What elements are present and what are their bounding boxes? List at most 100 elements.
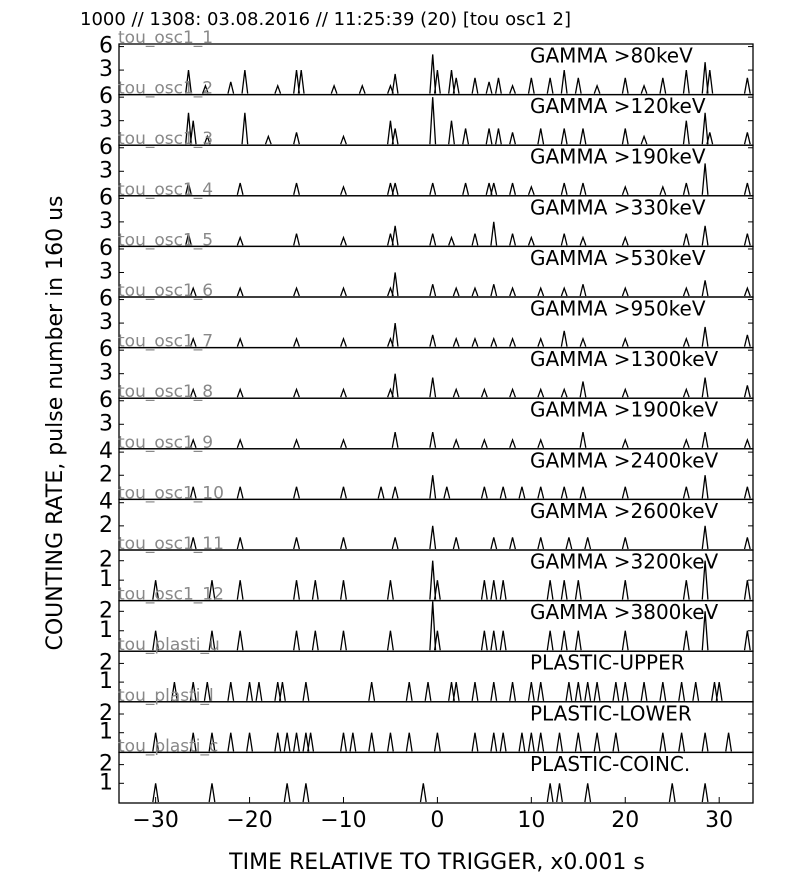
spike	[424, 682, 432, 701]
spike	[405, 732, 413, 752]
spike	[701, 783, 709, 803]
spike	[208, 732, 216, 752]
spike	[574, 580, 582, 600]
spike	[185, 70, 192, 94]
spike	[556, 783, 563, 803]
spike	[429, 432, 437, 448]
spike	[246, 682, 254, 701]
spike	[593, 732, 601, 752]
spike	[659, 732, 667, 752]
spike	[386, 182, 394, 195]
spike	[527, 682, 535, 701]
spike	[621, 580, 629, 600]
spike	[621, 128, 629, 145]
x-tick-label: −10	[320, 808, 366, 833]
y-tick-label: 6	[99, 337, 113, 362]
channel-label: tou_osc1_10	[118, 483, 224, 503]
spike	[743, 385, 751, 398]
spike	[480, 387, 488, 398]
spike	[208, 783, 216, 803]
spike	[485, 182, 493, 195]
spike	[236, 182, 244, 195]
spike	[274, 83, 282, 94]
spike	[391, 182, 399, 195]
spike	[527, 185, 535, 196]
spike	[682, 233, 690, 246]
spike	[560, 182, 568, 195]
y-tick-label: 3	[99, 57, 113, 82]
spike	[189, 120, 197, 145]
spike	[701, 112, 709, 145]
spike	[682, 336, 690, 347]
spike	[462, 128, 470, 145]
spike	[556, 732, 563, 752]
spike	[185, 112, 192, 145]
y-tick-label: 4	[99, 490, 113, 515]
spike	[429, 97, 437, 145]
spike	[278, 682, 286, 701]
y-tick-label: 2	[99, 548, 113, 573]
panel-annotation: GAMMA >330keV	[530, 195, 706, 219]
y-tick-label: 3	[99, 310, 113, 335]
spike	[241, 112, 249, 145]
spike	[701, 611, 709, 651]
spike	[189, 682, 197, 701]
spike	[743, 132, 751, 145]
spike	[391, 486, 399, 499]
spike	[560, 128, 568, 145]
panel-annotation: PLASTIC-COINC.	[530, 752, 690, 776]
spike	[236, 630, 244, 651]
y-tick-label: 2	[99, 752, 113, 777]
spike	[579, 284, 587, 297]
x-tick-label: 20	[611, 808, 639, 833]
spike	[490, 284, 498, 297]
spike	[621, 387, 629, 398]
spike	[293, 438, 300, 449]
spike	[701, 62, 709, 94]
spike	[241, 70, 249, 94]
spike	[429, 284, 437, 297]
spike	[340, 580, 347, 600]
spike	[189, 336, 197, 347]
panel-annotation: GAMMA >80keV	[530, 44, 693, 68]
spike	[509, 83, 516, 94]
channel-label: tou_osc1_3	[118, 129, 213, 149]
spike	[706, 132, 714, 145]
spike	[274, 682, 282, 701]
spike	[480, 438, 488, 449]
spike	[509, 438, 516, 449]
spike	[490, 182, 498, 195]
y-tick-label: 3	[99, 108, 113, 133]
spike	[311, 630, 319, 651]
y-tick-label: 6	[99, 135, 113, 160]
y-tick-label: 3	[99, 361, 113, 386]
spike	[682, 182, 690, 195]
spike	[386, 120, 394, 145]
spike	[499, 732, 507, 752]
spike	[743, 77, 751, 94]
spike	[574, 682, 582, 701]
spike	[236, 387, 244, 398]
spike	[546, 783, 554, 803]
spike	[255, 682, 263, 701]
spike	[485, 81, 493, 94]
spike	[621, 336, 629, 347]
spike	[201, 83, 209, 94]
spike	[682, 387, 690, 398]
spike	[560, 486, 568, 499]
spike	[678, 732, 686, 752]
spike	[274, 732, 282, 752]
spike	[429, 475, 437, 499]
spike	[621, 630, 629, 651]
spike	[621, 286, 629, 297]
spike	[480, 580, 488, 600]
y-tick-label: 2	[99, 598, 113, 623]
spike	[236, 486, 244, 499]
spike	[340, 732, 347, 752]
spike	[509, 132, 516, 145]
spike	[682, 438, 690, 449]
spike	[391, 323, 399, 347]
spike	[527, 235, 535, 246]
spike	[227, 682, 235, 701]
